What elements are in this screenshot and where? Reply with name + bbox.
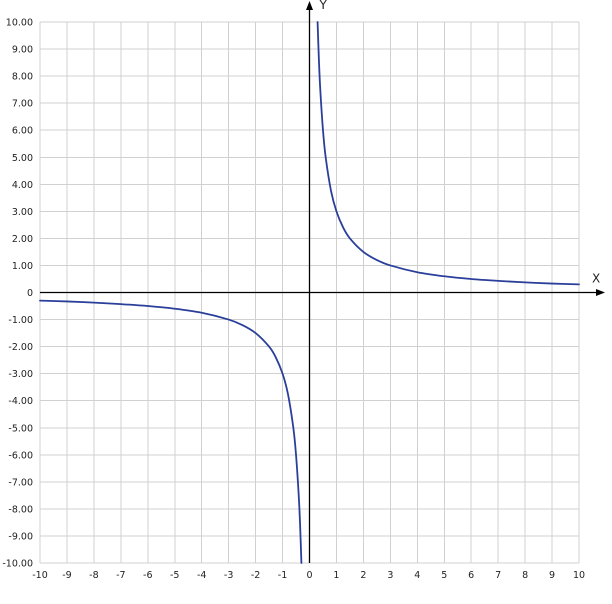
x-tick-label: 10 [573, 570, 585, 581]
x-axis-arrow-icon [596, 289, 605, 296]
x-tick-label: 1 [333, 570, 339, 581]
series-line [316, 21, 580, 286]
y-tick-label: -7.00 [8, 477, 33, 488]
x-tick-label: -1 [278, 570, 287, 581]
y-tick-label: 8.00 [12, 72, 33, 83]
x-tick-label: -5 [170, 570, 179, 581]
y-tick-label: 0 [27, 288, 33, 299]
y-tick-label: -5.00 [8, 423, 33, 434]
x-tick-label: -8 [89, 570, 98, 581]
y-tick-labels: 10.00 9.00 8.00 7.00 6.00 5.00 4.00 3.00 2.00 1.0… [2, 18, 33, 570]
x-tick-label: 9 [549, 570, 555, 581]
y-tick-label: -10.00 [2, 559, 33, 570]
y-tick-label: 7.00 [12, 99, 33, 110]
x-tick-label: 0 [306, 570, 312, 581]
x-tick-label: -10 [32, 570, 48, 581]
axes: X Y [40, 0, 605, 563]
x-tick-label: -2 [251, 570, 260, 581]
x-tick-label: 2 [360, 570, 366, 581]
y-tick-label: 10.00 [6, 18, 33, 29]
x-tick-label: -3 [224, 570, 233, 581]
y-tick-label: 1.00 [12, 261, 33, 272]
y-tick-label: 5.00 [12, 153, 33, 164]
series [39, 21, 580, 564]
x-tick-label: 4 [414, 570, 420, 581]
y-tick-label: -9.00 [8, 531, 33, 542]
y-tick-label: -3.00 [8, 369, 33, 380]
x-tick-label: -4 [197, 570, 206, 581]
series-line [39, 299, 303, 564]
x-axis-label: X [592, 272, 600, 286]
y-tick-label: 6.00 [12, 126, 33, 137]
y-tick-label: 4.00 [12, 180, 33, 191]
x-tick-label: -7 [116, 570, 125, 581]
x-tick-label: 3 [387, 570, 393, 581]
y-tick-label: 2.00 [12, 234, 33, 245]
x-tick-label: 5 [441, 570, 447, 581]
y-axis-label: Y [319, 0, 328, 12]
y-tick-label: -6.00 [8, 450, 33, 461]
y-tick-label: 3.00 [12, 207, 33, 218]
x-tick-label: -6 [143, 570, 152, 581]
x-tick-label: 6 [468, 570, 474, 581]
x-tick-label: -9 [62, 570, 71, 581]
y-tick-label: 9.00 [12, 45, 33, 56]
y-tick-label: -8.00 [8, 504, 33, 515]
y-tick-label: -4.00 [8, 396, 33, 407]
y-tick-label: -2.00 [8, 342, 33, 353]
y-axis-arrow-icon [306, 1, 313, 10]
x-tick-labels: -10 -9 -8 -7 -6 -5 -4 -3 -2 -1 0 1 2 3 4 5 6 7 8 9 10 [32, 570, 585, 581]
x-tick-label: 7 [495, 570, 501, 581]
y-tick-label: -1.00 [8, 315, 33, 326]
x-tick-label: 8 [522, 570, 528, 581]
